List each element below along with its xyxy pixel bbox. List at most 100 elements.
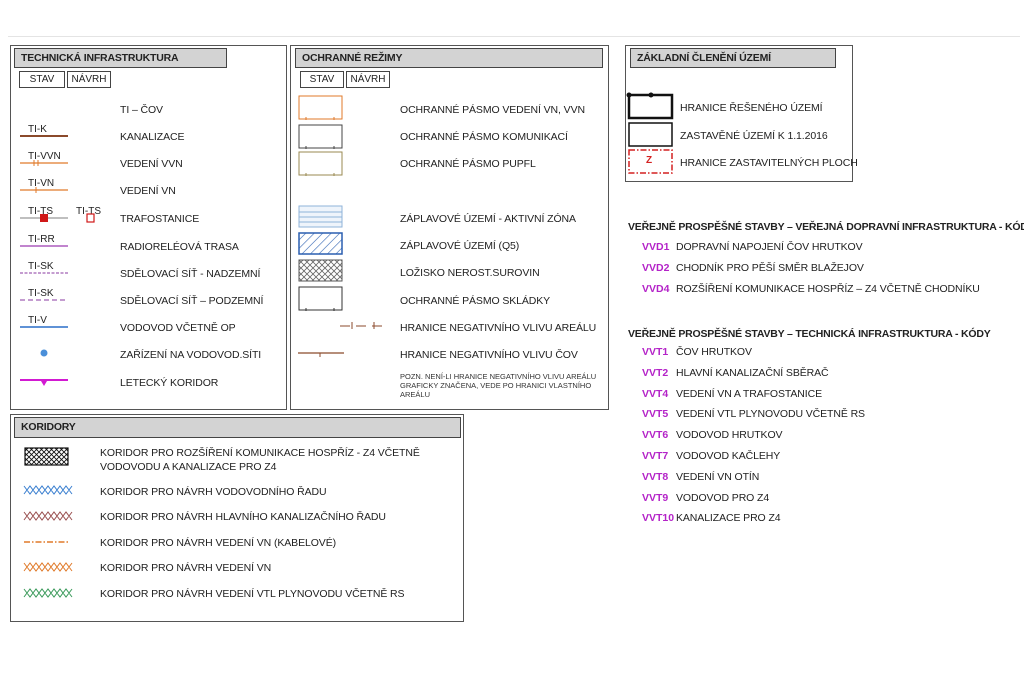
ti-panel — [10, 45, 287, 410]
radiorele-line-icon — [20, 245, 68, 247]
ti-item-sk-podz-code: TI-SK — [28, 288, 54, 299]
ti-item-ts-code-navrh: TI-TS — [76, 206, 101, 217]
kor-item-komunikace-label: Koridor pro rozšíření komunikace Hospříz… — [100, 447, 420, 459]
zaplavove-aktivni-icon — [298, 205, 343, 228]
vps-ti-code: VVT6 — [642, 429, 669, 441]
or-tab-navrh[interactable]: NÁVRH — [346, 71, 390, 88]
negativni-vliv-arealu-icon — [340, 322, 388, 329]
op-vn-vvn-icon — [298, 95, 343, 120]
ti-item-letecky-label: Letecký koridor — [120, 377, 219, 389]
ti-item-kanalizace-code: TI-K — [28, 124, 47, 135]
trafostanice-stav-icon — [20, 214, 68, 222]
ti-item-vvn-label: Vedení VVN — [120, 158, 183, 170]
ti-item-sk-nadz-label: Sdělovací síť - nadzemní — [120, 268, 261, 280]
vps-ti-title: Veřejně prospěšné stavby – technická inf… — [628, 328, 991, 340]
ti-item-rr-label: Radioreléová trasa — [120, 241, 239, 253]
or-item-lozisko-label: Ložisko nerost.surovin — [400, 267, 540, 279]
vps-ti-code: VVT2 — [642, 367, 669, 379]
sdelovaci-podzemni-line-icon — [20, 299, 68, 301]
ti-item-sk-podz-label: Sdělovací síť – podzemní — [120, 295, 264, 307]
koridor-komunikace-icon — [24, 447, 69, 466]
ti-item-ts-label: Trafostanice — [120, 213, 200, 225]
ti-item-rr-code: TI-RR — [28, 234, 55, 245]
ti-item-vodovod-code: TI-V — [28, 315, 47, 326]
top-divider — [8, 36, 1020, 37]
letecky-koridor-icon — [20, 379, 68, 386]
or-panel — [290, 45, 609, 410]
vps-ti-label: Kanalizace pro Z4 — [676, 512, 781, 524]
op-pupfl-icon — [298, 151, 343, 176]
kanalizace-line-icon — [20, 135, 68, 137]
kor-item-vn-label: Koridor pro návrh vedení VN — [100, 562, 272, 574]
vps-doprava-label-3: Rozšíření komunikace Hospříz – Z4 včetně… — [676, 283, 980, 295]
koridor-kanalizace-icon — [23, 511, 73, 521]
vps-ti-code: VVT7 — [642, 450, 669, 462]
kor-item-komunikace-label2: vodovodu a kanalizace pro Z4 — [100, 461, 277, 473]
negativni-vliv-cov-icon — [298, 352, 344, 357]
vps-ti-code: VVT4 — [642, 388, 669, 400]
vps-ti-label: Vodovod pro Z4 — [676, 492, 770, 504]
lozisko-icon — [298, 259, 343, 282]
ti-item-vodovod-label: Vodovod včetně OP — [120, 322, 236, 334]
ti-tab-stav[interactable]: STAV — [19, 71, 65, 88]
vn-line-icon — [20, 187, 68, 193]
vodovod-line-icon — [20, 326, 68, 328]
or-panel-title: Ochranné režimy — [295, 48, 603, 68]
ti-item-ts-code: TI-TS — [28, 206, 53, 217]
or-item-vn-label: Ochranné pásmo vedení VN, VVN — [400, 104, 585, 116]
koridor-vn-kabel-icon — [24, 541, 70, 543]
vps-ti-label: Hlavní kanalizační sběrač — [676, 367, 829, 379]
ti-panel-title: Technická infrastruktura — [14, 48, 227, 68]
kor-item-kanalizace-label: Koridor pro návrh hlavního kanalizačního… — [100, 511, 386, 523]
ti-tab-navrh[interactable]: NÁVRH — [67, 71, 111, 88]
vps-ti-label: Vedení VN a trafostanice — [676, 388, 822, 400]
or-tab-stav[interactable]: STAV — [300, 71, 344, 88]
vps-ti-code: VVT9 — [642, 492, 669, 504]
ti-item-vvn-code: TI-VVN — [28, 151, 61, 162]
vps-ti-label: Vedení VN Otín — [676, 471, 760, 483]
trafostanice-navrh-icon — [86, 213, 95, 223]
hranice-reseneho-icon — [626, 92, 674, 120]
koridor-vtl-icon — [23, 588, 73, 598]
kor-panel — [10, 414, 464, 622]
ti-item-vn-label: Vedení VN — [120, 185, 176, 197]
zc-item-hranice-label: Hranice řešeného území — [680, 102, 823, 114]
ti-item-cov-label: TI – ČOV — [120, 104, 163, 116]
ti-item-sk-nadz-code: TI-SK — [28, 261, 54, 272]
or-note: Pozn. není-li hranice negativního vlivu … — [400, 372, 597, 399]
vps-doprava-label-1: Dopravní napojení ČOV Hrutkov — [676, 241, 863, 253]
ti-item-zarizeni-label: Zařízení na vodovod.síti — [120, 349, 262, 361]
vps-ti-code: VVT1 — [642, 346, 669, 358]
koridor-vn-icon — [23, 562, 73, 572]
zastavitelne-z-letter: Z — [646, 155, 653, 166]
ti-item-kanalizace-label: Kanalizace — [120, 131, 185, 143]
or-item-zaplavove-aktivni-label: Záplavové území - aktivní zóna — [400, 213, 576, 225]
vps-ti-label: Vodovod Kačlehy — [676, 450, 781, 462]
koridor-vodovod-icon — [23, 485, 73, 495]
or-item-pupfl-label: Ochranné pásmo PUPFL — [400, 158, 536, 170]
sdelovaci-nadzemni-line-icon — [20, 272, 68, 274]
vps-doprava-label-2: Chodník pro pěší směr Blažejov — [676, 262, 864, 274]
zc-panel-title: Základní členění území — [630, 48, 836, 68]
op-skladky-icon — [298, 286, 343, 311]
or-item-negativni-cov-label: Hranice negativního vlivu ČOV — [400, 349, 578, 361]
kor-item-vtl-label: Koridor pro návrh vedení VTL plynovodu v… — [100, 588, 405, 600]
vps-ti-code: VVT10 — [642, 512, 675, 524]
vvn-line-icon — [20, 160, 68, 166]
zaplavove-q5-icon — [298, 232, 343, 255]
vps-ti-label: ČOV Hrutkov — [676, 346, 752, 358]
zc-item-zastavene-label: Zastavěné území k 1.1.2016 — [680, 130, 828, 142]
vps-ti-code: VVT8 — [642, 471, 669, 483]
op-komunikace-icon — [298, 124, 343, 149]
vps-doprava-code-1: VVD1 — [642, 241, 670, 253]
kor-item-vn-kabel-label: Koridor pro návrh vedení VN (kabelové) — [100, 537, 336, 549]
or-item-zaplavove-q5-label: Záplavové území (Q5) — [400, 240, 520, 252]
vps-doprava-code-2: VVD2 — [642, 262, 670, 274]
zastavitelne-plochy-icon — [628, 149, 673, 174]
ti-item-vn-code: TI-VN — [28, 178, 55, 189]
kor-panel-title: Koridory — [14, 417, 461, 438]
or-item-komunikace-label: Ochranné pásmo komunikací — [400, 131, 568, 143]
vps-ti-label: Vodovod Hrutkov — [676, 429, 783, 441]
vps-ti-label: Vedení VTL plynovodu včetně RS — [676, 408, 865, 420]
zarizeni-vodovod-dot-icon — [40, 349, 48, 357]
